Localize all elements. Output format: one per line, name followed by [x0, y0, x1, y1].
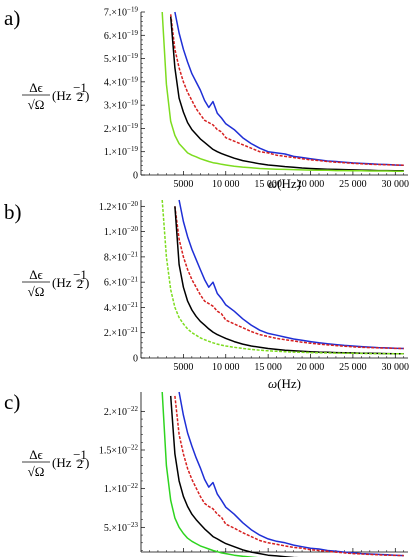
chart-panel-1: 0 1.×10−19 2.×10−19 3.×10−19 4.×10−19 5.×10−1… [4, 6, 409, 192]
y-tick-label: 1.2×10−20 [99, 200, 139, 213]
svg-text:−1: −1 [73, 80, 87, 95]
chart-panel-3: 5.×10−231.×10−221.5×10−222.×10−22500010 … [4, 390, 409, 557]
svg-text:): ) [85, 455, 89, 470]
y-tick-label: 1.5×10−22 [99, 444, 139, 457]
svg-text:2: 2 [77, 276, 84, 291]
x-tick-label: 10 000 [212, 179, 240, 190]
y-axis-label: Δϵ √Ω (Hz−12) [22, 267, 89, 299]
y-tick-label: 3.×10−19 [104, 99, 139, 112]
y-tick-label: 5.×10−19 [104, 52, 139, 65]
series-line-1 [178, 391, 404, 557]
series-line-3 [169, 395, 299, 557]
x-tick-label: 5000 [173, 179, 193, 190]
y-tick-label: 5.×10−23 [104, 521, 139, 534]
x-tick-label: 30 000 [382, 362, 410, 373]
svg-text:(Hz: (Hz [52, 455, 72, 470]
svg-text:): ) [85, 88, 89, 103]
y-axis-label: Δϵ √Ω (Hz−12) [22, 80, 89, 112]
panel-label: a) [4, 6, 20, 30]
x-axis-label: ω(Hz) [268, 376, 301, 391]
series-line-3 [169, 16, 404, 172]
series-line-2 [169, 14, 404, 166]
x-tick-label: 25 000 [339, 362, 367, 373]
series-line-2 [174, 206, 404, 350]
svg-text:√Ω: √Ω [28, 464, 45, 479]
y-tick-label: 2.×10−22 [104, 405, 139, 418]
x-axis-label: ω(Hz) [268, 176, 301, 191]
series-line-3 [174, 206, 404, 355]
chart-panel-2: 0 2.×10−21 4.×10−21 6.×10−21 8.×10−21 1.×10−2… [4, 200, 409, 391]
y-tick-label: 6.×10−19 [104, 29, 139, 42]
svg-text:√Ω: √Ω [28, 284, 45, 299]
y-tick-label: 0 [133, 171, 138, 182]
svg-text:): ) [85, 275, 89, 290]
x-tick-label: 20 000 [297, 179, 325, 190]
x-tick-label: 20 000 [297, 362, 325, 373]
series-line-4 [161, 391, 259, 557]
y-tick-label: 4.×10−19 [104, 75, 139, 88]
x-tick-label: 30 000 [382, 179, 410, 190]
y-tick-label: 1.×10−19 [104, 145, 139, 158]
y-tick-label: 1.×10−22 [104, 482, 139, 495]
series-line-2 [174, 395, 404, 557]
y-tick-label: 4.×10−21 [104, 301, 139, 314]
y-tick-label: 6.×10−21 [104, 276, 139, 289]
y-tick-label: 0 [133, 354, 138, 365]
x-tick-label: 25 000 [339, 179, 367, 190]
series-line-1 [174, 11, 404, 166]
panel-label: c) [4, 390, 20, 414]
y-tick-label: 7.×10−19 [104, 6, 139, 19]
series-line-4 [161, 199, 404, 355]
y-axis-label: Δϵ √Ω (Hz−12) [22, 447, 89, 479]
panel-label: b) [4, 200, 22, 224]
svg-text:Δϵ: Δϵ [29, 267, 43, 282]
y-tick-label: 1.×10−20 [104, 225, 139, 238]
x-tick-label: 15 000 [254, 362, 282, 373]
svg-text:Δϵ: Δϵ [29, 447, 43, 462]
y-tick-label: 8.×10−21 [104, 250, 139, 263]
x-tick-label: 10 000 [212, 362, 240, 373]
svg-text:−1: −1 [73, 267, 87, 282]
x-tick-label: 5000 [173, 362, 193, 373]
series-line-4 [161, 11, 404, 173]
svg-text:(Hz: (Hz [52, 88, 72, 103]
svg-text:2: 2 [77, 89, 84, 104]
x-tick-label: 15 000 [254, 179, 282, 190]
svg-text:−1: −1 [73, 447, 87, 462]
y-tick-label: 2.×10−19 [104, 122, 139, 135]
svg-text:Δϵ: Δϵ [29, 80, 43, 95]
y-tick-label: 2.×10−21 [104, 326, 139, 339]
svg-text:(Hz: (Hz [52, 275, 72, 290]
svg-text:2: 2 [77, 456, 84, 471]
svg-text:√Ω: √Ω [28, 97, 45, 112]
series-line-1 [178, 199, 404, 350]
